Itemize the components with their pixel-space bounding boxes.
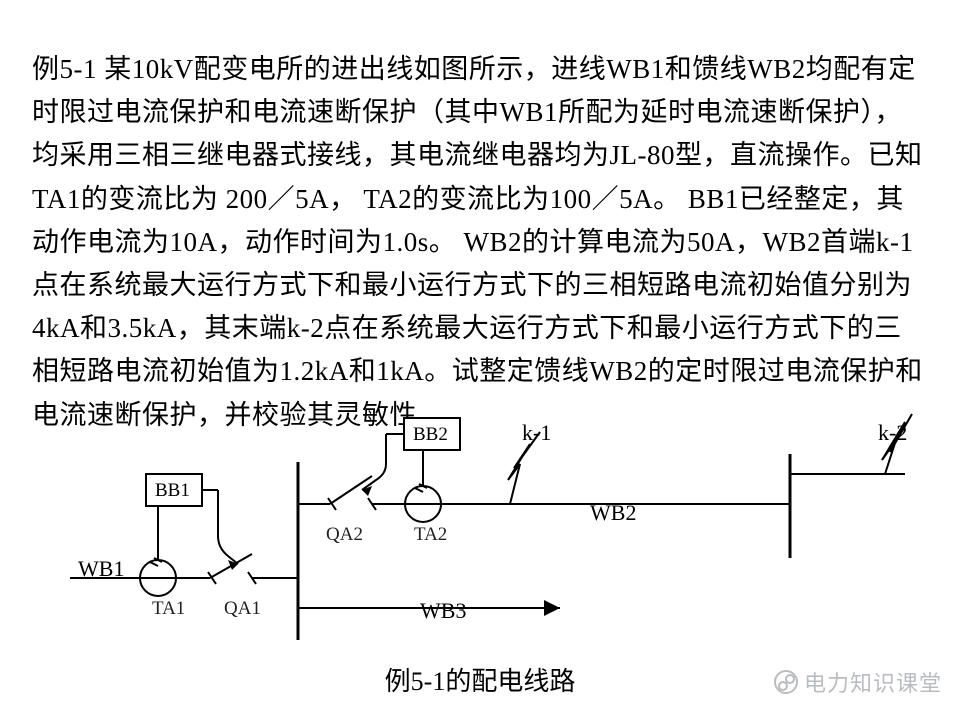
svg-text:BB1: BB1: [155, 480, 190, 501]
svg-text:QA2: QA2: [326, 524, 363, 545]
svg-text:BB2: BB2: [413, 424, 448, 445]
svg-text:QA1: QA1: [224, 598, 261, 619]
single-line-diagram: TA1 QA1 QA2 TA2 BB1 BB2: [0, 408, 960, 668]
watermark: 电力知识课堂: [774, 666, 942, 698]
label-wb3: WB3: [420, 598, 466, 624]
label-k2: k-2: [878, 420, 907, 446]
svg-text:TA1: TA1: [152, 598, 185, 619]
label-wb2: WB2: [590, 500, 636, 526]
label-wb1: WB1: [78, 556, 124, 582]
wechat-icon: [774, 670, 798, 694]
paragraph-text: 例5-1 某10kV配变电所的进出线如图所示，进线WB1和馈线WB2均配有定时限…: [32, 54, 923, 430]
svg-text:TA2: TA2: [414, 524, 447, 545]
watermark-text: 电力知识课堂: [804, 666, 942, 698]
problem-text: 例5-1 某10kV配变电所的进出线如图所示，进线WB1和馈线WB2均配有定时限…: [32, 48, 928, 437]
diagram: TA1 QA1 QA2 TA2 BB1 BB2 WB1 WB2 WB3 k-1 …: [0, 408, 960, 688]
label-k1: k-1: [522, 420, 551, 446]
